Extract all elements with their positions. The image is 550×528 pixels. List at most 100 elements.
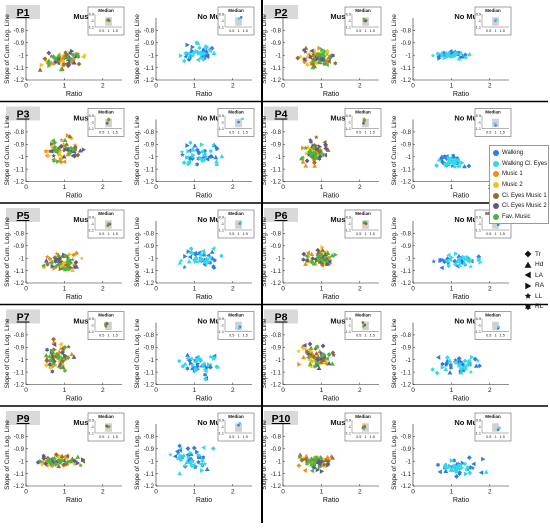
y-tick-label: -1.2 — [271, 78, 282, 84]
x-axis-label: Ratio — [323, 294, 339, 301]
data-point — [71, 147, 77, 153]
participant-p5: P5 -1.2 -1.1 -1 -0.9 -0.8 0 1 2 Ratio Slope of Cum… — [4, 208, 255, 301]
x-tick-label: 0 — [411, 83, 415, 90]
data-point — [74, 250, 79, 256]
data-point — [437, 55, 442, 61]
data-point — [65, 355, 71, 361]
y-tick-label: -1.1 — [144, 370, 155, 376]
legend-item: Music 1 — [493, 169, 546, 180]
data-point — [317, 45, 322, 51]
y-tick-label: -1.2 — [271, 383, 282, 389]
inset-y-tick-label: -1.1 — [87, 26, 94, 30]
inset-x-tick-label: 1.5 — [370, 334, 375, 338]
data-point — [47, 354, 52, 359]
data-point — [64, 459, 69, 465]
data-point — [57, 255, 63, 261]
legend-swatch — [493, 203, 499, 210]
data-point — [312, 160, 317, 166]
data-point — [43, 352, 49, 358]
x-tick-label: 0 — [411, 184, 415, 191]
inset-y-tick-label: -1 — [478, 121, 481, 125]
median-point — [362, 427, 366, 430]
data-point — [56, 457, 61, 463]
data-point — [466, 360, 471, 366]
data-point — [186, 54, 192, 60]
data-point — [476, 256, 482, 262]
data-point — [296, 348, 301, 354]
x-tick-label: 1 — [320, 387, 324, 394]
data-point — [320, 247, 326, 253]
y-tick-label: -1 — [19, 155, 25, 161]
data-point — [305, 461, 310, 467]
data-point — [303, 49, 308, 54]
axes-music: -1.2 -1.1 -1 -0.9 -0.8 0 1 2 Ratio Slope of Cum. … — [261, 108, 382, 200]
data-point — [196, 354, 202, 360]
data-point — [460, 160, 465, 166]
inset-x-tick-label: 1.5 — [500, 29, 505, 33]
x-tick-label: 2 — [358, 387, 362, 394]
data-point — [210, 256, 215, 261]
data-point — [58, 156, 64, 162]
median-point — [241, 117, 244, 121]
inset-x-tick-label: 1.5 — [113, 232, 118, 236]
data-point — [62, 267, 68, 272]
data-point — [203, 368, 208, 374]
participant-label: P6 — [275, 210, 288, 222]
inset-x-tick-label: 1 — [364, 334, 366, 338]
data-point — [41, 455, 47, 461]
data-point — [440, 53, 445, 58]
inset-x-tick-label: 1 — [237, 435, 239, 439]
inset-y-tick-label: -0.9 — [474, 13, 481, 17]
data-point — [177, 358, 182, 364]
data-point — [51, 456, 57, 462]
data-point — [326, 59, 331, 64]
data-point — [51, 158, 57, 164]
y-tick-label: -1.1 — [144, 167, 155, 173]
data-point — [186, 249, 191, 255]
data-point — [200, 158, 205, 164]
y-tick-label: -1.2 — [144, 281, 155, 287]
inset-band — [235, 220, 242, 229]
y-tick-label: -1.2 — [401, 281, 412, 287]
data-point — [459, 359, 464, 365]
x-tick-label: 2 — [488, 489, 492, 496]
data-point — [40, 461, 46, 467]
data-point — [307, 341, 313, 347]
data-point — [207, 362, 212, 367]
data-point — [210, 446, 216, 451]
data-point — [330, 361, 335, 366]
inset-title: Median — [228, 414, 244, 419]
data-point — [208, 364, 213, 370]
participant-tag — [264, 411, 298, 425]
x-tick-label: 2 — [358, 286, 362, 293]
data-point — [56, 463, 62, 469]
data-point — [202, 148, 208, 154]
y-tick-label: -1 — [19, 358, 25, 364]
data-point — [79, 255, 85, 261]
data-point — [477, 363, 482, 369]
data-point — [71, 354, 77, 359]
data-point — [56, 61, 62, 66]
data-point — [315, 247, 321, 253]
x-tick-label: 2 — [101, 83, 105, 90]
y-tick-label: -1.1 — [144, 269, 155, 275]
median-point — [362, 325, 365, 328]
condition-title: No Music — [454, 317, 487, 326]
median-point — [104, 325, 108, 328]
data-point — [305, 62, 310, 68]
axes-nomusic: -1.2 -1.1 -1 -0.9 -0.8 0 1 2 Ratio Slope of Cum. … — [391, 412, 512, 504]
data-point — [194, 147, 200, 153]
x-tick-label: 2 — [488, 387, 492, 394]
inset-x-tick-label: 1.5 — [370, 435, 375, 439]
inset-x-tick-label: 1.5 — [113, 334, 118, 338]
inset-x-tick-label: 1.5 — [370, 232, 375, 236]
median-point — [361, 321, 365, 324]
inset-y-tick-label: -0.9 — [474, 419, 481, 423]
data-point — [65, 63, 71, 69]
axes-music: -1.2 -1.1 -1 -0.9 -0.8 0 1 2 Ratio Slope of Cum. … — [4, 209, 125, 301]
data-point — [434, 163, 439, 168]
y-tick-label: -0.9 — [14, 41, 25, 47]
data-point — [444, 258, 449, 264]
data-point — [443, 366, 449, 371]
data-point — [67, 150, 73, 156]
